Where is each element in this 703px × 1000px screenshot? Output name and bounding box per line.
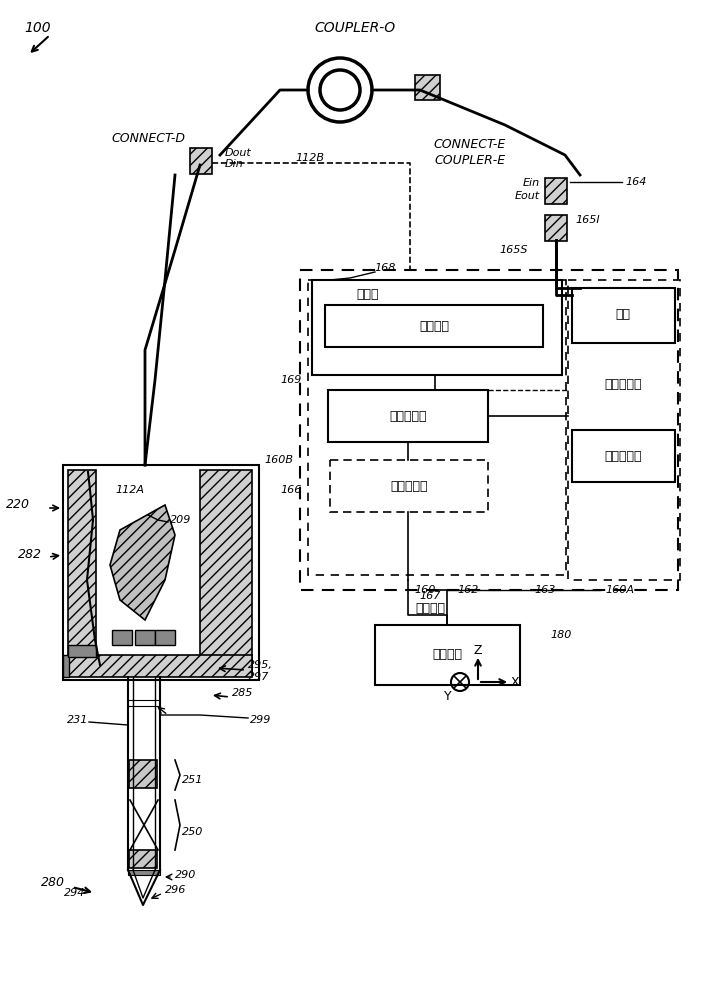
Text: 282: 282: [18, 548, 42, 562]
Text: 波长检测器: 波长检测器: [605, 378, 642, 391]
Text: 补偿数据: 补偿数据: [419, 320, 449, 332]
Text: CONNECT-E: CONNECT-E: [434, 138, 506, 151]
Text: 297: 297: [248, 672, 269, 682]
Text: COUPLER-O: COUPLER-O: [314, 21, 396, 35]
Text: 299: 299: [250, 715, 271, 725]
Text: X: X: [510, 676, 520, 688]
Text: 主机系统: 主机系统: [432, 648, 462, 662]
Text: 100: 100: [25, 21, 51, 35]
Text: 280: 280: [41, 876, 65, 888]
Text: 112A: 112A: [115, 485, 144, 495]
Text: 169: 169: [280, 375, 302, 385]
Text: 光源: 光源: [616, 308, 631, 322]
Polygon shape: [110, 505, 175, 620]
Bar: [63, 465, 259, 680]
Bar: [300, 270, 678, 590]
Text: 231: 231: [67, 715, 88, 725]
Bar: [112, 630, 132, 645]
Bar: [572, 288, 675, 343]
Text: 296: 296: [165, 885, 186, 895]
Bar: [572, 430, 675, 482]
Text: 160A: 160A: [605, 585, 635, 595]
Text: 165S: 165S: [500, 245, 528, 255]
Bar: [308, 280, 566, 575]
Polygon shape: [128, 870, 160, 875]
Bar: [328, 390, 488, 442]
Bar: [135, 630, 155, 645]
Text: 存储部: 存储部: [356, 288, 378, 302]
Bar: [312, 280, 562, 375]
Text: 285: 285: [232, 688, 253, 698]
Text: 294: 294: [64, 888, 85, 898]
Text: 电子装置: 电子装置: [415, 601, 445, 614]
Text: 信号处理器: 信号处理器: [389, 410, 427, 422]
Text: Din: Din: [225, 159, 244, 169]
Bar: [155, 630, 175, 645]
Text: 162: 162: [458, 585, 479, 595]
Text: 167: 167: [419, 591, 441, 601]
Text: 250: 250: [182, 827, 203, 837]
Text: 脱离感测部: 脱离感测部: [390, 480, 427, 492]
Text: Eout: Eout: [515, 191, 540, 201]
Text: 163: 163: [534, 585, 555, 595]
Text: 164: 164: [625, 177, 646, 187]
Bar: [545, 178, 567, 204]
Bar: [325, 305, 543, 347]
Bar: [190, 148, 212, 174]
Text: Z: Z: [474, 644, 482, 656]
Text: 166: 166: [280, 485, 302, 495]
Text: CONNECT-D: CONNECT-D: [111, 131, 185, 144]
Bar: [63, 655, 69, 677]
Bar: [68, 470, 96, 675]
Text: 168: 168: [374, 263, 396, 273]
Bar: [545, 215, 567, 241]
Bar: [129, 850, 157, 868]
Text: 165I: 165I: [575, 215, 600, 225]
Text: Dout: Dout: [225, 148, 252, 158]
Bar: [415, 75, 440, 100]
Bar: [330, 460, 488, 512]
Text: 209: 209: [170, 515, 191, 525]
Text: 112B: 112B: [295, 153, 324, 163]
Text: Y: Y: [444, 690, 452, 702]
Text: 251: 251: [182, 775, 203, 785]
Text: 160: 160: [414, 585, 436, 595]
Text: 180: 180: [550, 630, 572, 640]
Text: 220: 220: [6, 498, 30, 512]
Circle shape: [320, 70, 360, 110]
Bar: [375, 625, 520, 685]
Text: 160B: 160B: [264, 455, 293, 465]
Text: Ein: Ein: [523, 178, 540, 188]
Text: 290: 290: [175, 870, 196, 880]
Text: 295,: 295,: [248, 660, 273, 670]
Bar: [568, 280, 680, 580]
Bar: [129, 760, 157, 788]
Bar: [200, 470, 252, 675]
Bar: [68, 645, 96, 657]
Text: COUPLER-E: COUPLER-E: [434, 153, 505, 166]
Text: 检测器阵列: 检测器阵列: [605, 450, 642, 462]
Bar: [68, 655, 252, 677]
